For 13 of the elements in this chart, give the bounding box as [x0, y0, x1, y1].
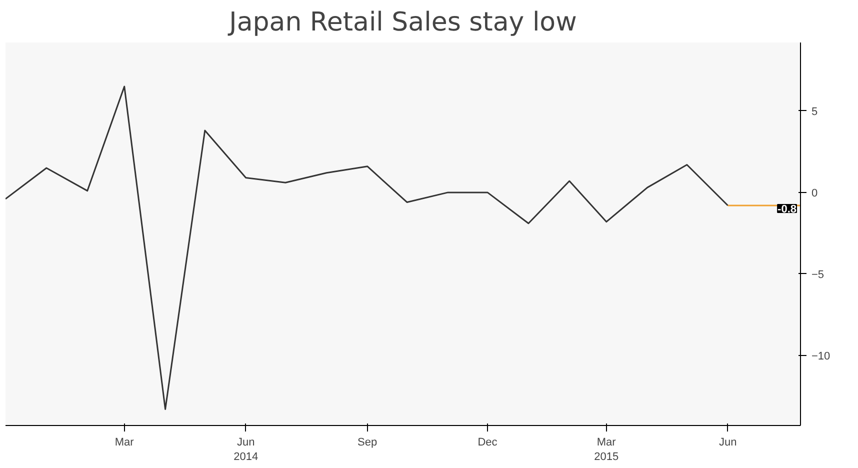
x-tick-label: Jun 2014 [234, 436, 258, 463]
y-tick-label: −5 [812, 268, 824, 281]
y-tick-label: 0 [812, 187, 818, 200]
x-tick-label: Dec [478, 436, 498, 448]
x-tick-label: Mar [114, 436, 134, 448]
ref-line-label: -0.8 [778, 203, 797, 216]
line-series [6, 86, 729, 410]
x-tick-label: Jun [719, 436, 737, 448]
y-tick-label: −10 [812, 350, 830, 362]
x-tick-label: Sep [358, 436, 378, 448]
chart-title: Japan Retail Sales stay low [227, 8, 577, 38]
x-tick-label: Mar 2015 [594, 436, 619, 463]
y-tick-label: 5 [812, 106, 818, 118]
